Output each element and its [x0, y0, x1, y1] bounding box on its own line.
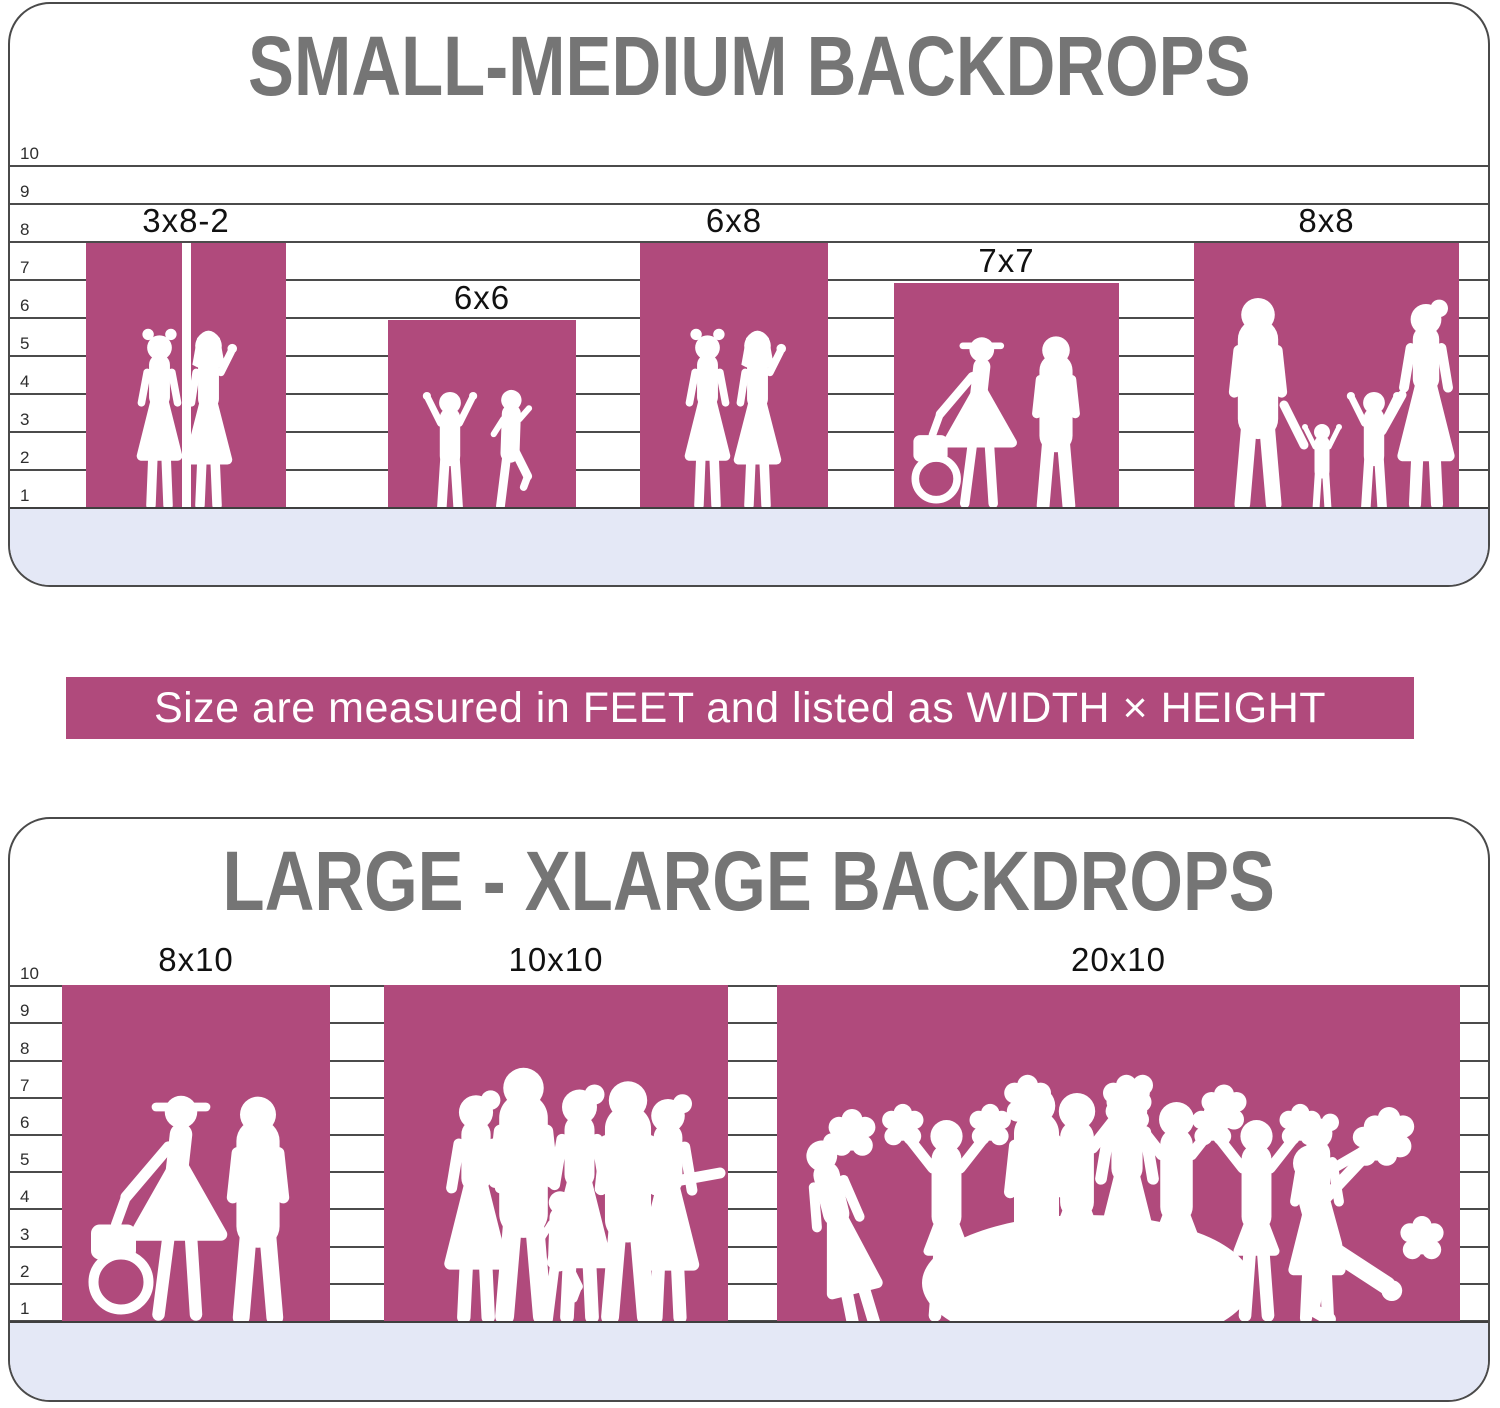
floor-strip	[10, 507, 1488, 585]
woman-bicycle-man-silhouette	[62, 985, 330, 1327]
axis-tick-label: 9	[20, 182, 30, 201]
floor-strip	[10, 1321, 1488, 1400]
family-silhouette	[1194, 243, 1459, 513]
backdrop-8x8	[1194, 243, 1459, 513]
gridline	[10, 1097, 1488, 1099]
backdrop-size-label: 8x10	[158, 941, 234, 978]
gridline	[10, 1246, 1488, 1248]
backdrop-size-label: 6x6	[453, 279, 511, 316]
backdrop-10x10	[384, 985, 728, 1327]
axis-tick-label: 7	[20, 1076, 30, 1095]
size-note-text: Size are measured in FEET and listed as …	[153, 683, 1327, 732]
gridline	[10, 165, 1488, 167]
axis-tick-label: 8	[20, 220, 30, 239]
backdrop-size-label: 6x8	[705, 202, 763, 239]
gridline	[10, 985, 1488, 987]
axis-tick-label: 2	[20, 1262, 30, 1281]
axis-tick-label: 9	[20, 1001, 30, 1020]
large-xlarge-panel: LARGE - XLARGE BACKDROPS 10 9 8 7 6 5 4 …	[8, 817, 1490, 1402]
backdrop-size-label: 8x8	[1298, 202, 1355, 239]
axis-tick-label: 5	[20, 334, 30, 353]
backdrop-size-label: 20x10	[1071, 941, 1166, 978]
axis-tick-label: 1	[20, 1299, 30, 1318]
gridline	[10, 1060, 1488, 1062]
backdrop-3x8-2	[86, 243, 286, 513]
axis-tick-label: 1	[20, 486, 30, 505]
small-medium-title-text: SMALL-MEDIUM BACKDROPS	[247, 19, 1251, 113]
backdrop-8x10	[62, 985, 330, 1327]
axis-tick-label: 3	[20, 1225, 30, 1244]
gridline	[10, 241, 1488, 243]
axis-tick-label: 6	[20, 1113, 30, 1132]
backdrop-6x6	[388, 320, 576, 513]
axis-tick-label: 10	[20, 964, 39, 983]
axis-tick-label: 8	[20, 1039, 30, 1058]
small-medium-panel: SMALL-MEDIUM BACKDROPS 10 9 8 7 6 5 4 3 …	[8, 2, 1490, 587]
small-medium-title: SMALL-MEDIUM BACKDROPS	[10, 18, 1488, 115]
axis-tick-label: 2	[20, 448, 30, 467]
backdrop-size-label: 3x8-2	[142, 202, 230, 239]
axis-tick-label: 3	[20, 410, 30, 429]
axis-tick-label: 5	[20, 1150, 30, 1169]
two-kids-silhouette	[388, 320, 576, 513]
size-note-banner: Size are measured in FEET and listed as …	[66, 677, 1414, 739]
panel-seam	[182, 243, 191, 513]
gridline	[10, 1134, 1488, 1136]
cheerleading-squad-silhouette	[777, 985, 1444, 1327]
backdrop-size-label: 7x7	[978, 242, 1035, 279]
gridline	[10, 1171, 1488, 1173]
backdrop-6x8	[640, 243, 828, 513]
two-girls-silhouette	[640, 243, 828, 513]
large-xlarge-title: LARGE - XLARGE BACKDROPS	[10, 833, 1488, 930]
gridline	[10, 1208, 1488, 1210]
axis-tick-label: 6	[20, 296, 30, 315]
backdrop-size-label: 10x10	[508, 941, 604, 978]
backdrop-20x10	[777, 985, 1460, 1327]
backdrop-7x7	[894, 283, 1119, 513]
axis-tick-label: 10	[20, 144, 39, 163]
large-xlarge-title-text: LARGE - XLARGE BACKDROPS	[222, 834, 1276, 928]
axis-tick-label: 4	[20, 1187, 30, 1206]
axis-tick-label: 7	[20, 258, 30, 277]
axis-tick-label: 4	[20, 372, 30, 391]
woman-bicycle-man-silhouette	[894, 283, 1119, 513]
gridline	[10, 1022, 1488, 1024]
gridline	[10, 203, 1488, 205]
walking-group-silhouette	[384, 985, 726, 1327]
gridline	[10, 1283, 1488, 1285]
